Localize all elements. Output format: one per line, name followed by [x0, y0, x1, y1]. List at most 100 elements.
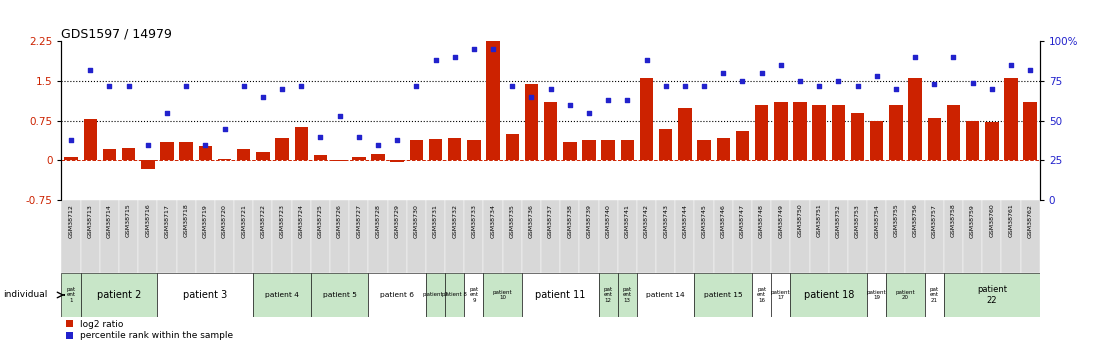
Bar: [713, 200, 732, 273]
Point: [197, 142, 215, 147]
Text: GSM38724: GSM38724: [299, 204, 304, 238]
Bar: [448, 138, 462, 160]
Point: [407, 83, 425, 89]
Text: pat
ent
13: pat ent 13: [623, 287, 632, 303]
Bar: [100, 200, 119, 273]
Bar: [464, 273, 483, 317]
Bar: [158, 273, 254, 317]
Point: [637, 58, 655, 63]
Bar: [196, 200, 215, 273]
Text: patient 2: patient 2: [97, 290, 141, 300]
Text: GSM38734: GSM38734: [491, 204, 495, 238]
Text: GSM38738: GSM38738: [567, 204, 572, 238]
Bar: [80, 200, 100, 273]
Text: patient 15: patient 15: [704, 292, 742, 298]
Bar: [483, 273, 522, 317]
Bar: [237, 149, 250, 160]
Point: [752, 70, 770, 76]
Point: [158, 110, 176, 116]
Legend: log2 ratio, percentile rank within the sample: log2 ratio, percentile rank within the s…: [66, 320, 234, 341]
Bar: [944, 273, 1040, 317]
Bar: [311, 273, 369, 317]
Text: GSM38729: GSM38729: [395, 204, 399, 238]
Bar: [61, 200, 80, 273]
Point: [599, 97, 617, 103]
Bar: [637, 200, 656, 273]
Text: patient 8: patient 8: [443, 293, 467, 297]
Bar: [65, 157, 78, 160]
Text: pat
ent
16: pat ent 16: [757, 287, 766, 303]
Point: [503, 83, 521, 89]
Point: [926, 81, 944, 87]
Text: GSM38745: GSM38745: [702, 204, 707, 238]
Bar: [1023, 102, 1036, 160]
Text: GSM38762: GSM38762: [1027, 204, 1033, 238]
Bar: [675, 200, 694, 273]
Text: GSM38728: GSM38728: [376, 204, 380, 238]
Bar: [486, 41, 500, 160]
Point: [733, 78, 751, 84]
Bar: [963, 200, 983, 273]
Text: GSM38731: GSM38731: [433, 204, 438, 238]
Bar: [889, 105, 902, 160]
Bar: [311, 200, 330, 273]
Text: GSM38740: GSM38740: [606, 204, 610, 238]
Text: GSM38718: GSM38718: [183, 204, 189, 237]
Bar: [868, 200, 887, 273]
Text: GSM38722: GSM38722: [260, 204, 265, 238]
Text: GSM38735: GSM38735: [510, 204, 514, 238]
Text: GSM38723: GSM38723: [280, 204, 285, 238]
Bar: [180, 142, 193, 160]
Bar: [426, 200, 445, 273]
Text: GSM38714: GSM38714: [107, 204, 112, 238]
Bar: [598, 200, 618, 273]
Point: [983, 86, 1001, 92]
Bar: [314, 155, 328, 160]
Bar: [409, 140, 423, 160]
Bar: [618, 200, 637, 273]
Bar: [369, 200, 388, 273]
Bar: [579, 200, 598, 273]
Bar: [947, 105, 960, 160]
Text: GSM38716: GSM38716: [145, 204, 150, 237]
Bar: [620, 140, 634, 160]
Text: GSM38757: GSM38757: [931, 204, 937, 238]
Bar: [254, 200, 273, 273]
Point: [388, 137, 406, 142]
Bar: [983, 200, 1002, 273]
Text: GSM38750: GSM38750: [797, 204, 803, 237]
Bar: [694, 273, 752, 317]
Text: GDS1597 / 14979: GDS1597 / 14979: [61, 27, 172, 40]
Bar: [717, 138, 730, 160]
Bar: [467, 140, 481, 160]
Text: individual: individual: [3, 290, 48, 299]
Point: [273, 86, 291, 92]
Bar: [944, 200, 963, 273]
Text: GSM38751: GSM38751: [816, 204, 822, 237]
Bar: [388, 200, 407, 273]
Point: [561, 102, 579, 108]
Point: [139, 142, 157, 147]
Bar: [349, 200, 369, 273]
Point: [541, 86, 559, 92]
Bar: [426, 273, 445, 317]
Bar: [158, 200, 177, 273]
Point: [830, 78, 847, 84]
Bar: [790, 200, 809, 273]
Bar: [464, 200, 483, 273]
Bar: [505, 134, 519, 160]
Text: GSM38743: GSM38743: [663, 204, 669, 238]
Point: [676, 83, 694, 89]
Point: [82, 67, 100, 73]
Bar: [732, 200, 752, 273]
Bar: [851, 113, 864, 160]
Point: [656, 83, 674, 89]
Text: patient 6: patient 6: [380, 292, 414, 298]
Point: [945, 55, 963, 60]
Bar: [736, 131, 749, 160]
Text: patient 4: patient 4: [265, 292, 299, 298]
Text: GSM38717: GSM38717: [164, 204, 170, 238]
Text: GSM38739: GSM38739: [587, 204, 591, 238]
Bar: [906, 200, 925, 273]
Point: [350, 134, 368, 139]
